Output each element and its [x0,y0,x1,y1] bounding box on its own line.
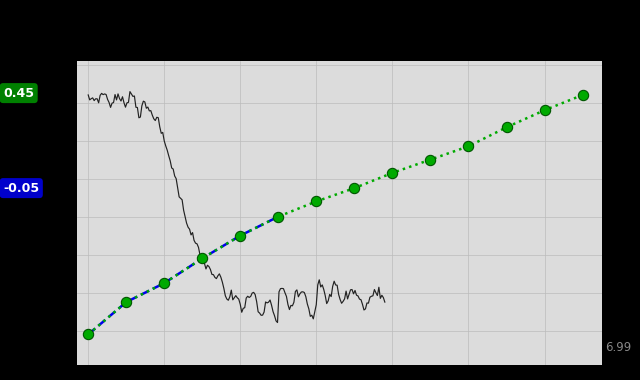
Point [83,331,93,337]
Point [121,299,131,305]
Point [236,233,246,239]
Point [426,157,436,163]
Point [387,170,397,176]
Point [273,214,284,220]
Text: -0.05: -0.05 [3,182,39,195]
Point [197,255,207,261]
Point [159,280,170,286]
Point [540,107,550,113]
Point [463,143,474,149]
Point [501,124,511,130]
Point [311,198,321,204]
Text: 6.99: 6.99 [605,341,631,354]
Point [577,92,588,98]
Text: 0.45: 0.45 [3,87,34,100]
Point [349,185,360,191]
